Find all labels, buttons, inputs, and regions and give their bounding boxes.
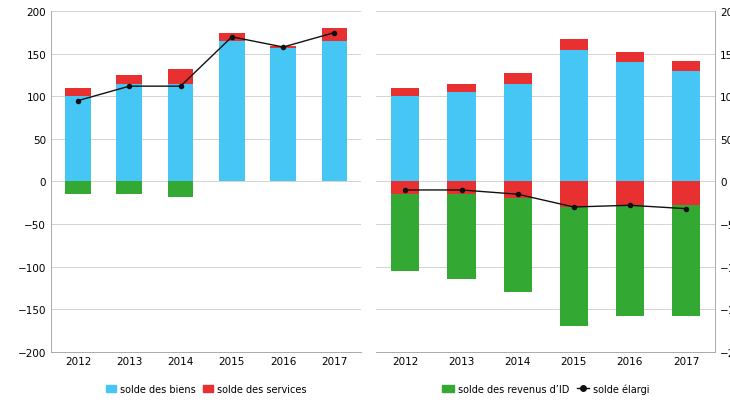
Bar (168, 84, 193, 182)
Bar (322, 42, 347, 182)
Bar (672, 206, 700, 316)
Bar (65, 97, 91, 182)
Bar (270, 47, 296, 49)
Legend: solde des revenus d’ID, solde élargi: solde des revenus d’ID, solde élargi (439, 380, 653, 398)
Bar (672, 61, 700, 72)
Bar (391, 182, 420, 195)
Bar (560, 50, 588, 182)
Legend: solde des biens, solde des services: solde des biens, solde des services (102, 380, 310, 398)
Bar (447, 182, 475, 195)
Bar (616, 53, 644, 63)
Bar (504, 84, 531, 182)
Bar (391, 195, 420, 271)
Bar (504, 73, 531, 84)
Bar (322, 29, 347, 42)
Bar (391, 97, 420, 182)
Bar (219, 34, 245, 42)
Bar (560, 207, 588, 326)
Bar (504, 182, 531, 199)
Bar (672, 182, 700, 206)
Bar (560, 40, 588, 50)
Bar (616, 182, 644, 206)
Bar (447, 195, 475, 280)
Bar (65, 89, 91, 97)
Bar (560, 182, 588, 207)
Bar (117, 182, 142, 195)
Bar (168, 182, 193, 197)
Bar (616, 63, 644, 182)
Bar (117, 84, 142, 182)
Bar (117, 76, 142, 84)
Bar (65, 182, 91, 195)
Bar (168, 70, 193, 84)
Bar (616, 206, 644, 316)
Bar (672, 72, 700, 182)
Bar (270, 49, 296, 182)
Bar (219, 42, 245, 182)
Bar (447, 84, 475, 93)
Bar (391, 89, 420, 97)
Bar (504, 199, 531, 292)
Bar (447, 93, 475, 182)
